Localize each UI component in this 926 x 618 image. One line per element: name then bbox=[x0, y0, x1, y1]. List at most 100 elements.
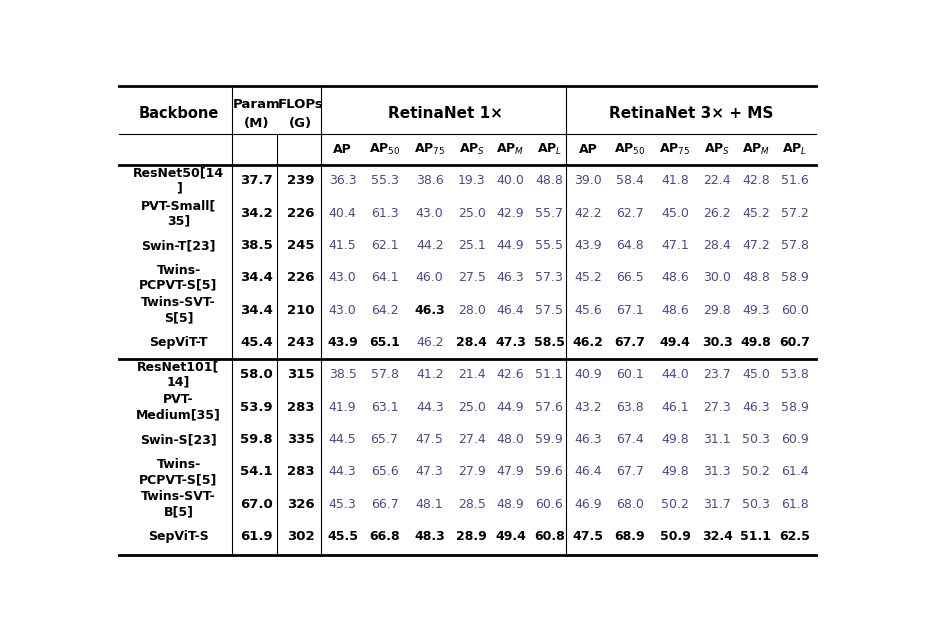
Text: 43.2: 43.2 bbox=[574, 400, 602, 414]
Text: 43.0: 43.0 bbox=[329, 303, 357, 316]
Text: Twins-
PCPVT-S[5]: Twins- PCPVT-S[5] bbox=[139, 458, 218, 486]
Text: 37.7: 37.7 bbox=[240, 174, 273, 187]
Text: 46.3: 46.3 bbox=[414, 303, 445, 316]
Text: Twins-SVT-
B[5]: Twins-SVT- B[5] bbox=[141, 490, 216, 519]
Text: 67.4: 67.4 bbox=[616, 433, 644, 446]
Text: AP$_{75}$: AP$_{75}$ bbox=[414, 142, 445, 156]
Text: Swin-S[23]: Swin-S[23] bbox=[140, 433, 217, 446]
Text: 46.9: 46.9 bbox=[574, 498, 602, 511]
Text: 47.2: 47.2 bbox=[742, 239, 770, 252]
Text: ResNet50[14
]: ResNet50[14 ] bbox=[133, 167, 224, 195]
Text: 47.9: 47.9 bbox=[496, 465, 524, 478]
Text: AP$_{75}$: AP$_{75}$ bbox=[659, 142, 691, 156]
Text: RetinaNet 1×: RetinaNet 1× bbox=[388, 106, 504, 121]
Text: 47.5: 47.5 bbox=[572, 530, 604, 543]
Text: 45.2: 45.2 bbox=[574, 271, 602, 284]
Text: 63.8: 63.8 bbox=[616, 400, 644, 414]
Text: 27.9: 27.9 bbox=[457, 465, 485, 478]
Text: 48.6: 48.6 bbox=[661, 271, 689, 284]
Text: 62.1: 62.1 bbox=[370, 239, 398, 252]
Text: 66.8: 66.8 bbox=[369, 530, 400, 543]
Text: 45.2: 45.2 bbox=[742, 206, 770, 219]
Text: 32.4: 32.4 bbox=[702, 530, 732, 543]
Text: Param: Param bbox=[232, 98, 281, 111]
Text: 67.7: 67.7 bbox=[615, 336, 645, 349]
Text: 283: 283 bbox=[287, 465, 315, 478]
Text: 44.2: 44.2 bbox=[416, 239, 444, 252]
Text: 43.0: 43.0 bbox=[329, 271, 357, 284]
Text: 46.3: 46.3 bbox=[742, 400, 770, 414]
Text: 53.9: 53.9 bbox=[240, 400, 273, 414]
Text: FLOPs: FLOPs bbox=[278, 98, 324, 111]
Text: 48.9: 48.9 bbox=[496, 498, 524, 511]
Text: 50.3: 50.3 bbox=[742, 498, 770, 511]
Text: 42.9: 42.9 bbox=[496, 206, 524, 219]
Text: 43.9: 43.9 bbox=[327, 336, 358, 349]
Text: 28.4: 28.4 bbox=[703, 239, 731, 252]
Text: 48.6: 48.6 bbox=[661, 303, 689, 316]
Text: (G): (G) bbox=[289, 117, 312, 130]
Text: 44.9: 44.9 bbox=[496, 239, 524, 252]
Text: 335: 335 bbox=[287, 433, 315, 446]
Text: 45.3: 45.3 bbox=[329, 498, 357, 511]
Text: 61.3: 61.3 bbox=[370, 206, 398, 219]
Text: 41.2: 41.2 bbox=[416, 368, 444, 381]
Text: 226: 226 bbox=[287, 206, 315, 219]
Text: Swin-T[23]: Swin-T[23] bbox=[142, 239, 216, 252]
Text: AP$_S$: AP$_S$ bbox=[458, 142, 485, 156]
Text: 47.5: 47.5 bbox=[416, 433, 444, 446]
Text: 49.4: 49.4 bbox=[495, 530, 526, 543]
Text: 58.5: 58.5 bbox=[533, 336, 565, 349]
Text: 44.3: 44.3 bbox=[416, 400, 444, 414]
Text: 45.6: 45.6 bbox=[574, 303, 602, 316]
Text: 55.7: 55.7 bbox=[535, 206, 563, 219]
Text: 46.2: 46.2 bbox=[572, 336, 604, 349]
Text: 28.4: 28.4 bbox=[457, 336, 487, 349]
Text: 60.6: 60.6 bbox=[535, 498, 563, 511]
Text: 30.3: 30.3 bbox=[702, 336, 732, 349]
Text: 210: 210 bbox=[287, 303, 315, 316]
Text: 58.4: 58.4 bbox=[616, 174, 644, 187]
Text: 63.1: 63.1 bbox=[370, 400, 398, 414]
Text: 57.6: 57.6 bbox=[535, 400, 563, 414]
Text: 67.7: 67.7 bbox=[616, 465, 644, 478]
Text: 61.9: 61.9 bbox=[240, 530, 273, 543]
Text: (M): (M) bbox=[244, 117, 269, 130]
Text: AP$_{50}$: AP$_{50}$ bbox=[614, 142, 645, 156]
Text: 57.3: 57.3 bbox=[535, 271, 563, 284]
Text: 31.1: 31.1 bbox=[704, 433, 731, 446]
Text: 51.1: 51.1 bbox=[741, 530, 771, 543]
Text: 27.3: 27.3 bbox=[703, 400, 731, 414]
Text: 45.4: 45.4 bbox=[240, 336, 273, 349]
Text: 22.4: 22.4 bbox=[704, 174, 731, 187]
Text: 67.0: 67.0 bbox=[240, 498, 273, 511]
Text: Backbone: Backbone bbox=[138, 106, 219, 121]
Text: 48.0: 48.0 bbox=[496, 433, 524, 446]
Text: 34.4: 34.4 bbox=[240, 271, 273, 284]
Text: 31.3: 31.3 bbox=[704, 465, 731, 478]
Text: Twins-SVT-
S[5]: Twins-SVT- S[5] bbox=[141, 296, 216, 324]
Text: 60.1: 60.1 bbox=[616, 368, 644, 381]
Text: 45.0: 45.0 bbox=[742, 368, 770, 381]
Text: 44.0: 44.0 bbox=[661, 368, 689, 381]
Text: 48.3: 48.3 bbox=[414, 530, 445, 543]
Text: 36.3: 36.3 bbox=[329, 174, 357, 187]
Text: 42.8: 42.8 bbox=[742, 174, 770, 187]
Text: 66.7: 66.7 bbox=[370, 498, 398, 511]
Text: AP$_S$: AP$_S$ bbox=[704, 142, 731, 156]
Text: Twins-
PCPVT-S[5]: Twins- PCPVT-S[5] bbox=[139, 264, 218, 292]
Text: 30.0: 30.0 bbox=[703, 271, 732, 284]
Text: 46.2: 46.2 bbox=[416, 336, 444, 349]
Text: 245: 245 bbox=[287, 239, 315, 252]
Text: 55.5: 55.5 bbox=[535, 239, 563, 252]
Text: 50.2: 50.2 bbox=[661, 498, 689, 511]
Text: 58.0: 58.0 bbox=[240, 368, 273, 381]
Text: 68.9: 68.9 bbox=[615, 530, 645, 543]
Text: 57.8: 57.8 bbox=[781, 239, 808, 252]
Text: 51.1: 51.1 bbox=[535, 368, 563, 381]
Text: 283: 283 bbox=[287, 400, 315, 414]
Text: 49.3: 49.3 bbox=[742, 303, 770, 316]
Text: 46.0: 46.0 bbox=[416, 271, 444, 284]
Text: 54.1: 54.1 bbox=[240, 465, 273, 478]
Text: RetinaNet 3× + MS: RetinaNet 3× + MS bbox=[609, 106, 773, 121]
